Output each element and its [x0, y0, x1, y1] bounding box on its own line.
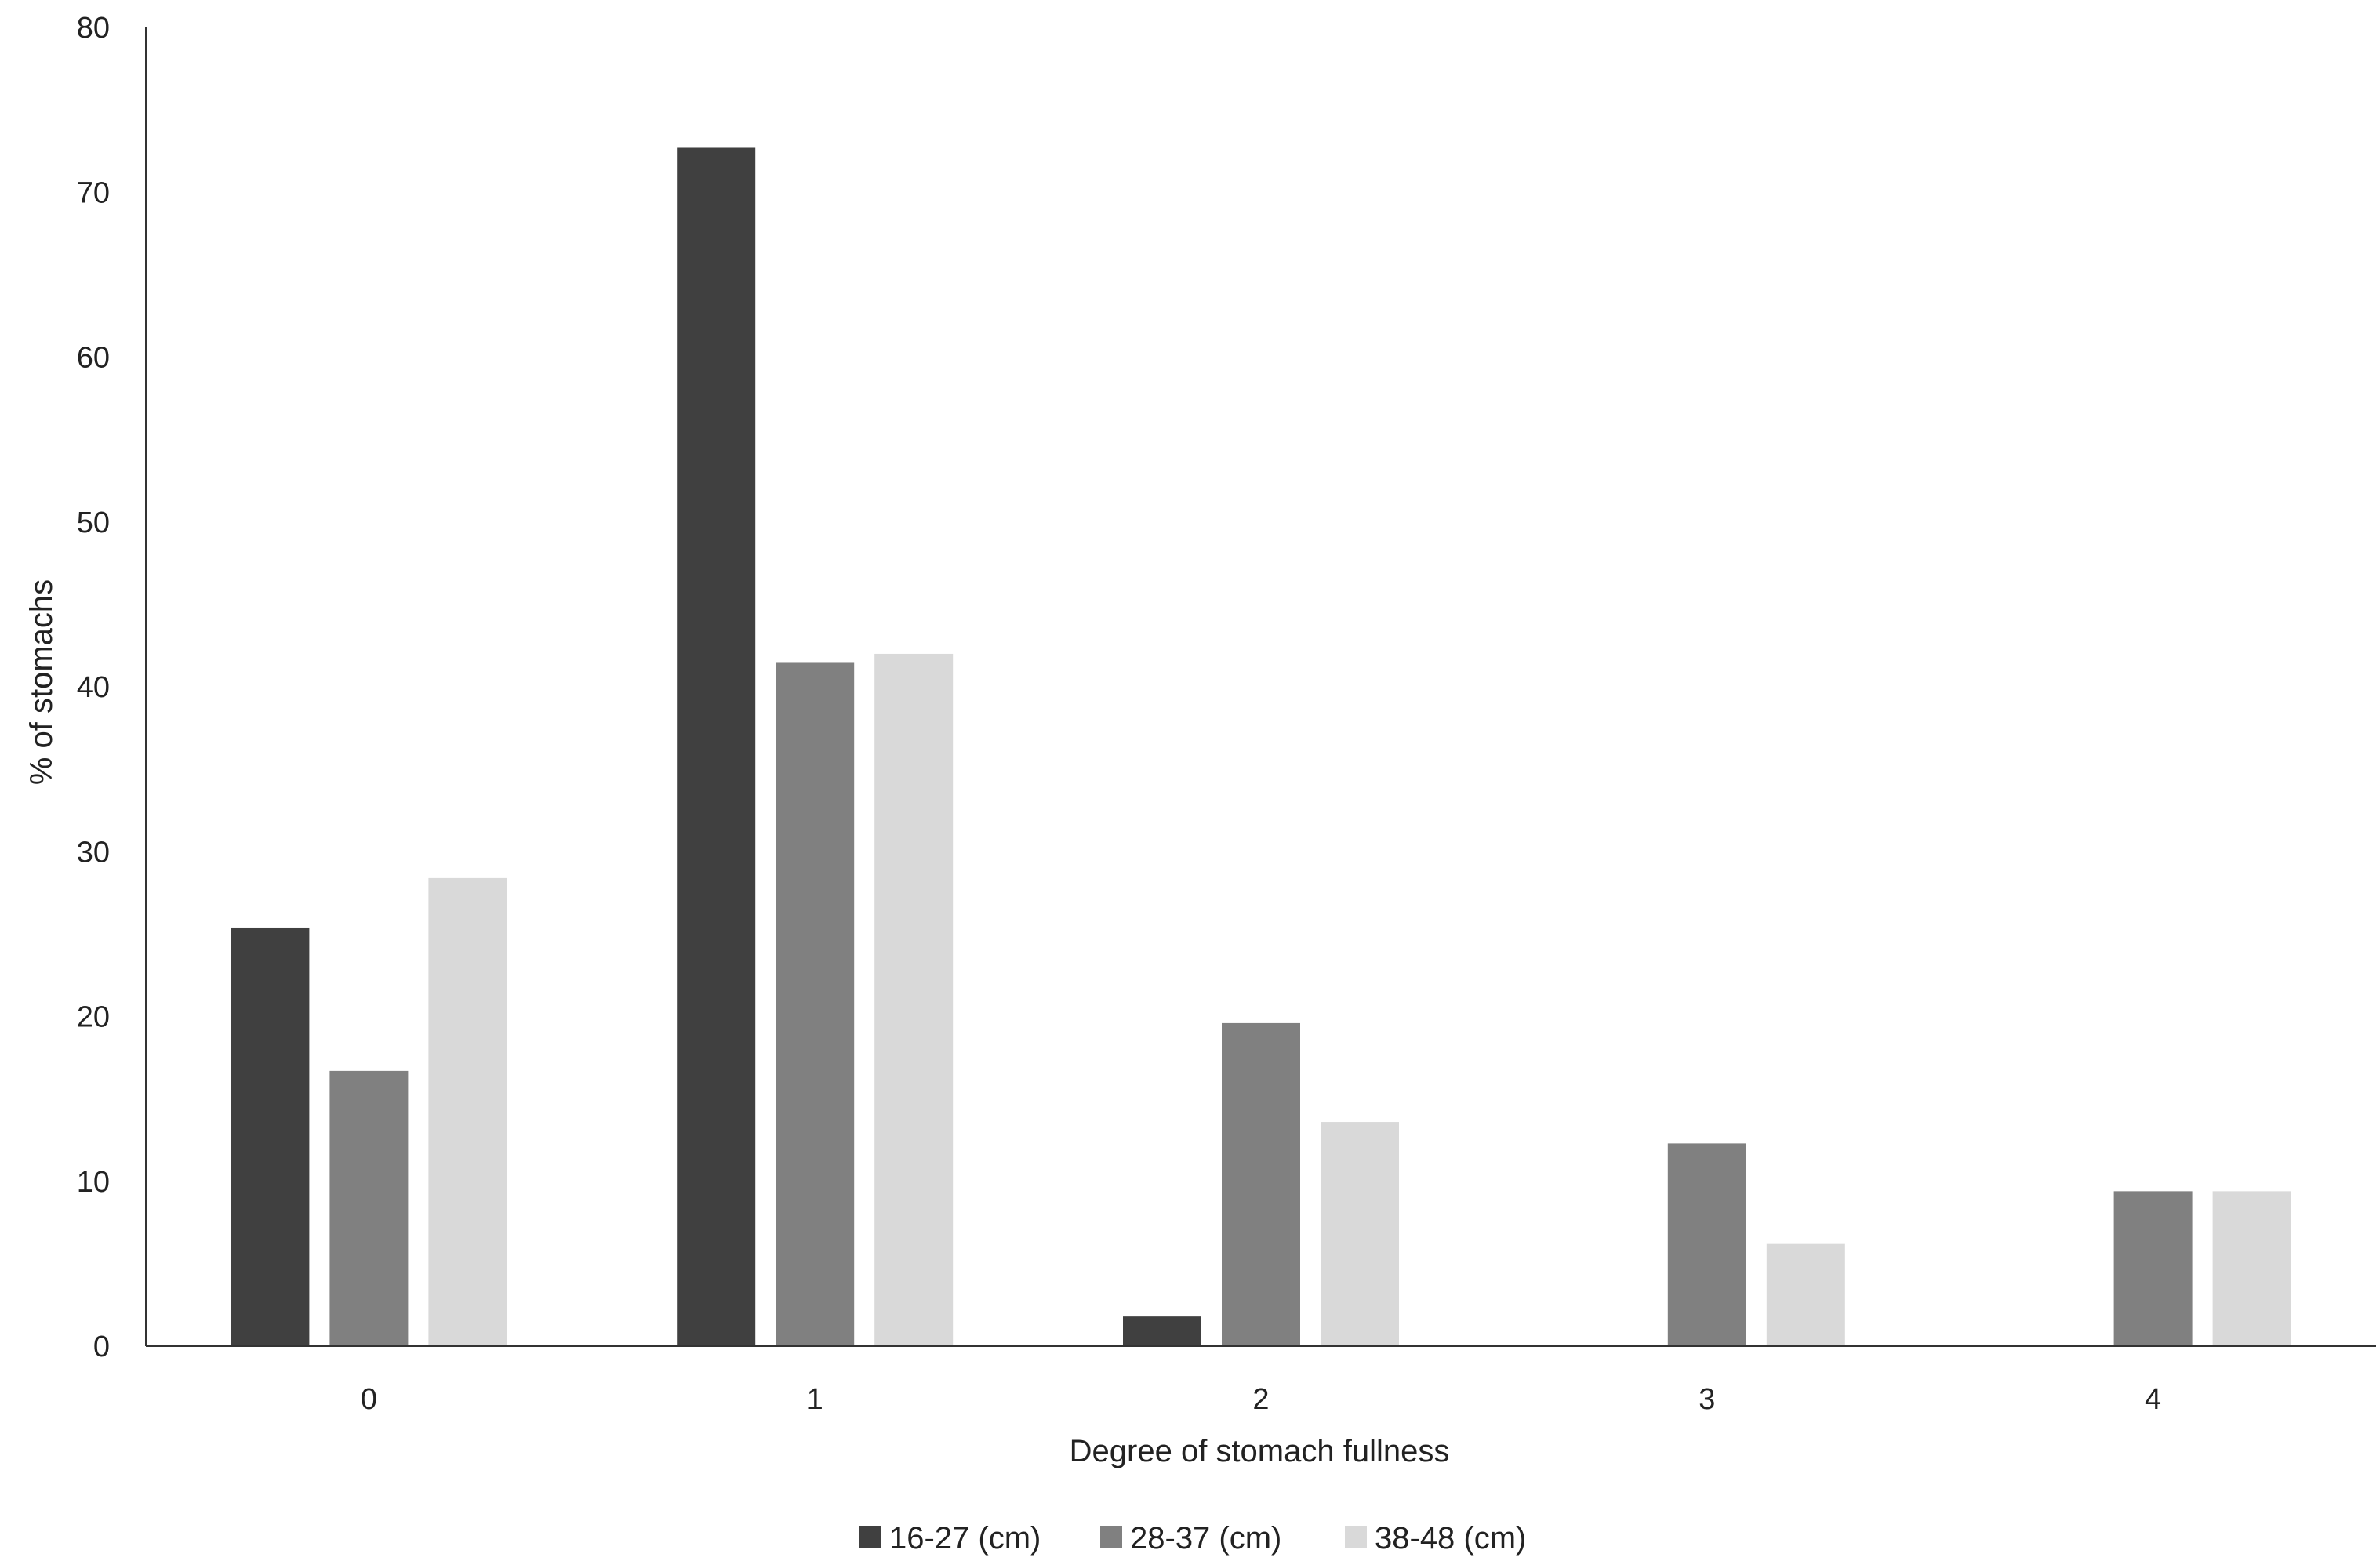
- y-tick-label: 30: [77, 836, 110, 869]
- legend-label: 16-27 (cm): [889, 1521, 1041, 1556]
- y-tick-label: 60: [77, 342, 110, 375]
- x-axis-ticks: 0 1 2 3 4: [361, 1383, 2161, 1416]
- y-tick-label: 50: [77, 506, 110, 539]
- y-axis-title: % of stomachs: [24, 579, 59, 785]
- x-axis-title: Degree of stomach fullness: [1070, 1434, 1450, 1468]
- y-tick-label: 80: [77, 12, 110, 45]
- x-tick-label: 1: [807, 1383, 823, 1416]
- x-tick-label: 0: [361, 1383, 377, 1416]
- legend-label: 38-48 (cm): [1375, 1521, 1526, 1556]
- y-tick-label: 40: [77, 671, 110, 704]
- bar-3-cat-1: [874, 653, 954, 1346]
- x-tick-label: 4: [2145, 1383, 2161, 1416]
- bar-1-cat-1: [677, 147, 756, 1346]
- x-tick-label: 3: [1699, 1383, 1715, 1416]
- legend-label: 28-37 (cm): [1130, 1521, 1281, 1556]
- bar-2-cat-0: [329, 1070, 409, 1346]
- y-tick-label: 10: [77, 1166, 110, 1199]
- x-tick-label: 2: [1252, 1383, 1269, 1416]
- bar-2-cat-3: [1667, 1143, 1746, 1346]
- legend: 16-27 (cm) 28-37 (cm) 38-48 (cm): [859, 1521, 1526, 1556]
- legend-swatch: [859, 1526, 881, 1548]
- y-axis-ticks: 0 10 20 30 40 50 60 70 80: [77, 12, 110, 1363]
- legend-item: 16-27 (cm): [859, 1521, 1041, 1556]
- y-tick-label: 70: [77, 176, 110, 209]
- bars: [231, 147, 2291, 1346]
- legend-swatch: [1100, 1526, 1122, 1548]
- bar-1-cat-0: [231, 927, 310, 1346]
- bar-2-cat-4: [2113, 1191, 2193, 1346]
- legend-item: 38-48 (cm): [1345, 1521, 1526, 1556]
- y-tick-label: 0: [93, 1330, 110, 1363]
- y-tick-label: 20: [77, 1001, 110, 1034]
- legend-item: 28-37 (cm): [1100, 1521, 1281, 1556]
- bar-3-cat-3: [1766, 1243, 1845, 1346]
- bar-2-cat-2: [1222, 1022, 1300, 1346]
- legend-swatch: [1345, 1526, 1367, 1548]
- bar-1-cat-2: [1123, 1316, 1201, 1346]
- bar-3-cat-2: [1321, 1122, 1399, 1346]
- bar-3-cat-4: [2212, 1191, 2291, 1346]
- bar-2-cat-1: [776, 662, 855, 1346]
- bar-3-cat-0: [428, 877, 507, 1346]
